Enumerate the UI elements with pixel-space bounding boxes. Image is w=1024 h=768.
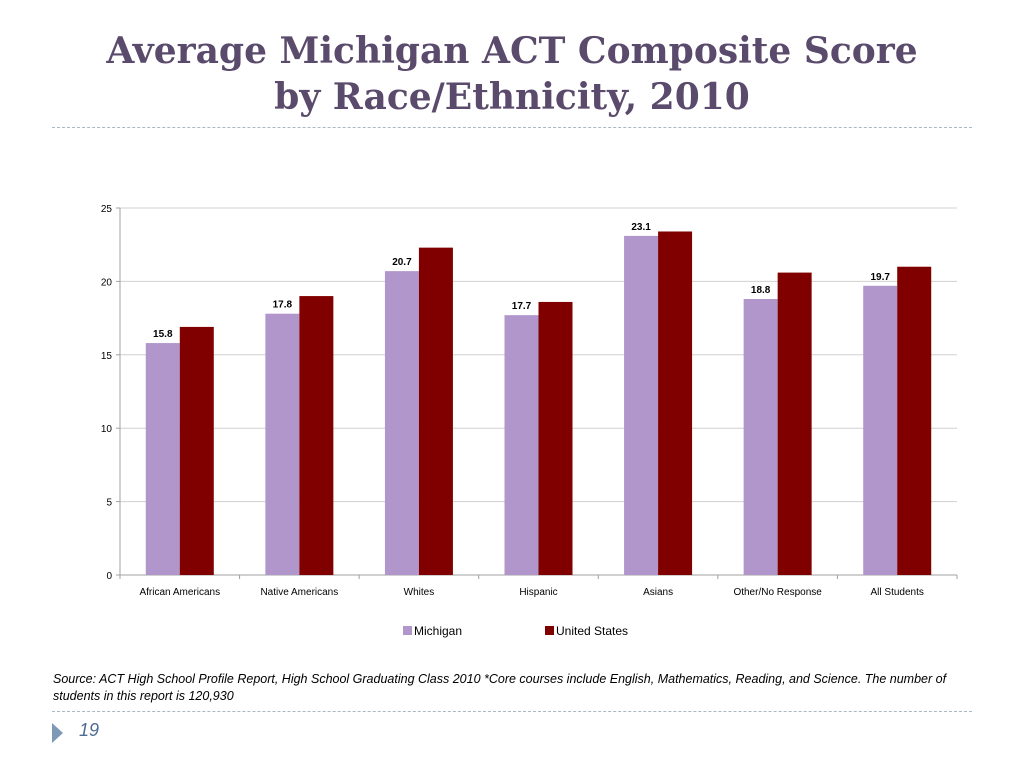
page-number: 19: [79, 720, 100, 740]
x-tick-label: Whites: [404, 587, 435, 598]
data-label: 20.7: [392, 257, 412, 268]
bar-united-states: [418, 247, 453, 576]
legend-label: United States: [556, 624, 628, 638]
x-tick-label: African Americans: [139, 587, 220, 598]
x-tick-label: All Students: [871, 587, 924, 598]
page-marker-icon: [52, 723, 63, 743]
bar-united-states: [179, 326, 214, 575]
slide-title: Average Michigan ACT Composite Score by …: [60, 28, 964, 120]
y-tick-label: 15: [101, 351, 113, 362]
data-label: 18.8: [751, 285, 771, 296]
legend-swatch: [403, 626, 412, 635]
y-tick-label: 20: [101, 277, 113, 288]
y-tick-label: 10: [101, 424, 113, 435]
data-label: 15.8: [153, 329, 173, 340]
source-note: Source: ACT High School Profile Report, …: [53, 672, 947, 703]
y-tick-label: 25: [101, 204, 113, 215]
legend-swatch: [545, 626, 554, 635]
title-line-2: by Race/Ethnicity, 2010: [274, 76, 750, 118]
y-tick-label: 0: [106, 571, 112, 582]
bar-michigan: [504, 315, 539, 575]
bar-michigan: [743, 299, 778, 575]
x-tick-label: Hispanic: [519, 587, 557, 598]
bar-united-states: [538, 301, 573, 575]
title-line-1: Average Michigan ACT Composite Score: [106, 30, 918, 72]
bar-michigan: [145, 343, 180, 575]
bar-michigan: [624, 235, 659, 575]
x-tick-label: Native Americans: [260, 587, 338, 598]
bottom-divider: [52, 711, 972, 712]
bar-michigan: [384, 271, 419, 575]
x-tick-label: Other/No Response: [733, 587, 822, 598]
data-label: 17.7: [512, 301, 532, 312]
bar-chart: 0 5 10 15 20 25 15.8 African Americans 17.8 Nativ…: [101, 204, 958, 638]
bar-united-states: [897, 266, 932, 575]
top-divider: [52, 127, 972, 128]
x-tick-label: Asians: [643, 587, 673, 598]
bar-united-states: [658, 231, 693, 575]
bar-michigan: [863, 285, 898, 575]
bar-united-states: [777, 272, 812, 575]
bar-michigan: [265, 313, 300, 575]
data-label: 17.8: [273, 300, 293, 311]
legend-label: Michigan: [414, 624, 462, 638]
data-label: 23.1: [631, 222, 651, 233]
data-label: 19.7: [870, 272, 890, 283]
y-tick-label: 5: [106, 498, 112, 509]
bar-united-states: [299, 296, 334, 575]
